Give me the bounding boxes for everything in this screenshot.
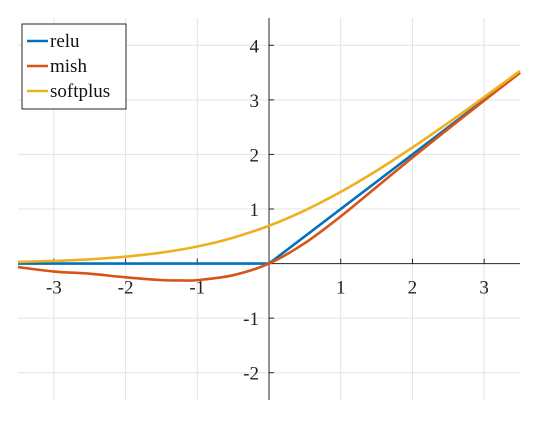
x-tick-label: 2 [408,278,418,299]
y-tick-label: 1 [250,200,260,221]
series-line-softplus [17,69,521,264]
y-tick-label: -1 [243,309,259,330]
series-line-mish [17,71,521,282]
legend-label-softplus: softplus [50,81,110,102]
legend: relu mish softplus [21,23,127,110]
y-tick-label: 3 [250,91,260,112]
y-tick-label: -2 [243,364,259,385]
x-tick-label: 1 [336,278,346,299]
y-tick-label: 2 [250,145,260,166]
series-lines [17,69,521,282]
x-tick-label: -2 [118,278,134,299]
tick-labels: -3 -2 -1 1 2 3 -2 -1 1 2 3 4 [46,36,489,384]
legend-label-mish: mish [50,56,87,77]
x-tick-label: -3 [46,278,62,299]
x-tick-label: 3 [479,278,489,299]
y-tick-label: 4 [250,36,260,57]
x-tick-label: -1 [189,278,205,299]
legend-label-relu: relu [50,31,80,52]
